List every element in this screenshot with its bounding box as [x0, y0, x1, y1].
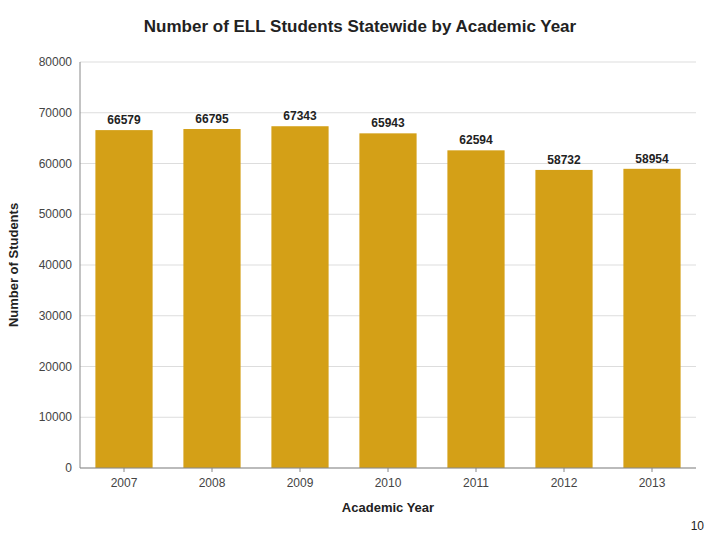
- bar: [535, 170, 592, 468]
- x-tick-label: 2011: [463, 476, 489, 490]
- x-tick-label: 2010: [375, 476, 402, 490]
- data-label: 66795: [195, 112, 229, 126]
- data-label: 62594: [459, 133, 493, 147]
- x-tick-label: 2012: [551, 476, 578, 490]
- y-tick-label: 20000: [39, 360, 73, 374]
- bar: [183, 129, 240, 468]
- x-tick: [476, 468, 477, 472]
- x-tick-label: 2009: [287, 476, 314, 490]
- y-axis-line: [80, 62, 81, 468]
- x-tick-label: 2008: [199, 476, 226, 490]
- data-label: 67343: [283, 109, 317, 123]
- y-tick-label: 80000: [39, 55, 73, 69]
- y-tick-label: 30000: [39, 309, 73, 323]
- x-tick: [212, 468, 213, 472]
- data-label: 65943: [371, 116, 405, 130]
- chart: Number of ELL Students Statewide by Acad…: [0, 0, 720, 540]
- bar: [271, 126, 328, 468]
- x-tick-label: 2013: [639, 476, 666, 490]
- bar: [95, 130, 152, 468]
- y-axis-label: Number of Students: [6, 203, 21, 327]
- y-tick-label: 0: [65, 461, 72, 475]
- x-tick: [564, 468, 565, 472]
- x-tick: [652, 468, 653, 472]
- grid-line: [80, 112, 696, 113]
- grid: [80, 62, 696, 468]
- grid-line: [80, 62, 696, 63]
- bar: [359, 133, 416, 468]
- footer-annotation: 10: [691, 519, 705, 533]
- bar: [447, 150, 504, 468]
- x-tick: [124, 468, 125, 472]
- y-tick-label: 40000: [39, 258, 73, 272]
- x-axis-label: Academic Year: [342, 500, 434, 515]
- y-tick-label: 70000: [39, 106, 73, 120]
- x-tick: [300, 468, 301, 472]
- y-tick-label: 50000: [39, 207, 73, 221]
- title: Number of ELL Students Statewide by Acad…: [144, 17, 577, 36]
- chart-container: Number of ELL Students Statewide by Acad…: [0, 0, 720, 540]
- y-tick-label: 10000: [39, 410, 73, 424]
- bars: [95, 126, 680, 468]
- data-label: 58732: [547, 153, 581, 167]
- data-label: 66579: [107, 113, 141, 127]
- data-label: 58954: [635, 152, 669, 166]
- bar: [623, 169, 680, 468]
- x-tick: [388, 468, 389, 472]
- x-tick-label: 2007: [111, 476, 138, 490]
- y-tick-label: 60000: [39, 157, 73, 171]
